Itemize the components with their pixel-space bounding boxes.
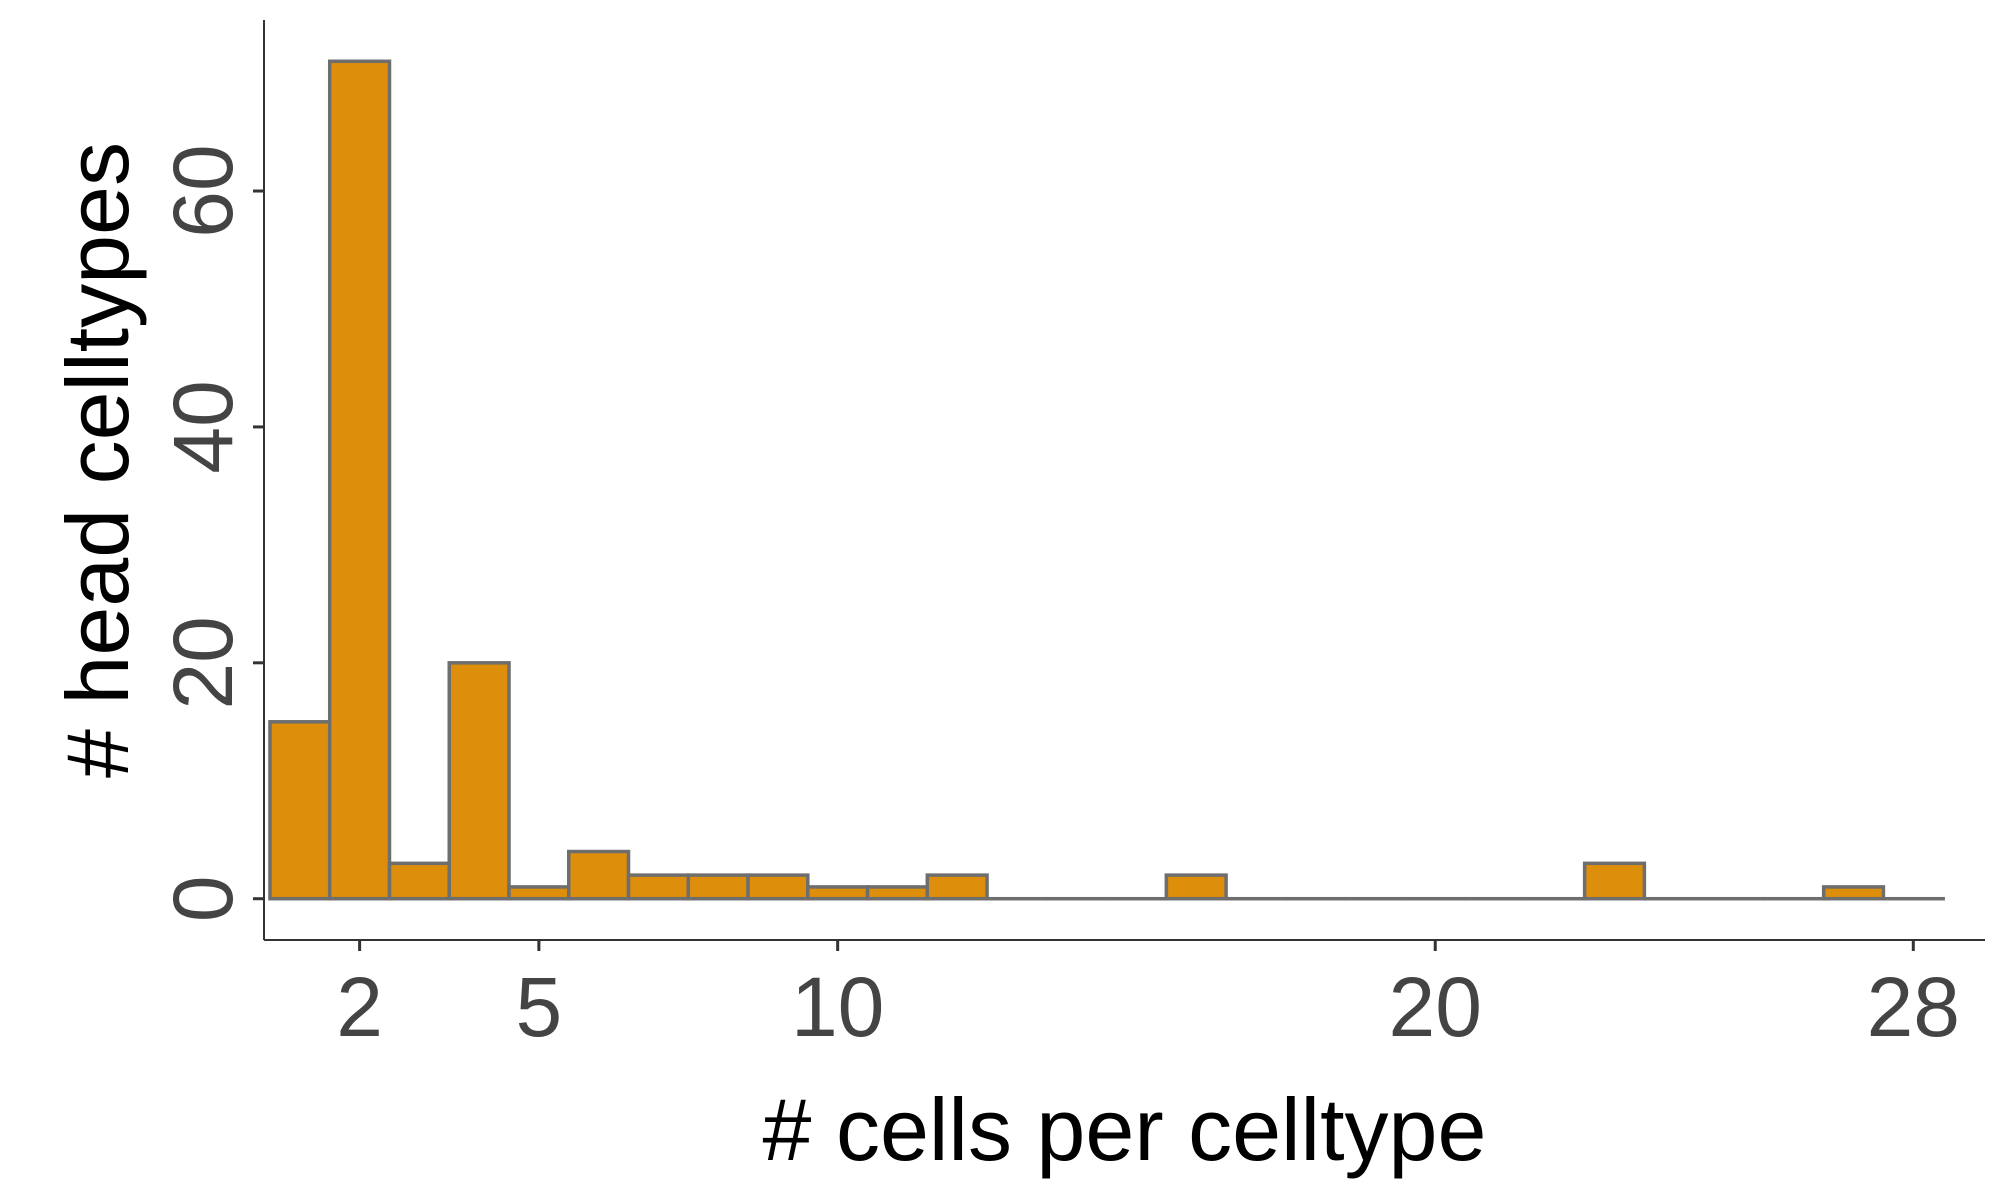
y-tick-label-0: 0 xyxy=(156,875,250,922)
bar-5 xyxy=(507,885,571,901)
axes-group xyxy=(263,20,1985,941)
bar-16 xyxy=(1164,873,1228,901)
y-tick-label-20: 20 xyxy=(156,616,250,709)
bar-7 xyxy=(626,873,691,901)
bar-9 xyxy=(746,873,810,901)
y-axis-title: # head celltypes xyxy=(48,142,147,778)
bar-27 xyxy=(1821,885,1886,901)
y-tick-label-40: 40 xyxy=(156,380,250,473)
bar-23 xyxy=(1582,861,1647,901)
bar-3 xyxy=(387,861,451,901)
x-tick-label-28: 28 xyxy=(1867,960,1960,1054)
x-tick-label-2: 2 xyxy=(336,960,383,1054)
bar-11 xyxy=(865,885,930,901)
bar-2 xyxy=(327,59,392,901)
x-tick-label-20: 20 xyxy=(1389,960,1482,1054)
x-ticks-group: 2 5 10 20 28 xyxy=(336,940,1960,1054)
bar-8 xyxy=(686,873,750,901)
y-ticks-group: 0 20 40 60 xyxy=(156,144,264,922)
bar-4 xyxy=(447,661,511,901)
x-tick-label-5: 5 xyxy=(516,960,563,1054)
bar-6 xyxy=(567,849,631,901)
bar-10 xyxy=(806,885,870,901)
bars-group xyxy=(268,59,1945,901)
bar-1 xyxy=(268,720,332,901)
bar-12 xyxy=(925,873,989,901)
x-tick-label-10: 10 xyxy=(791,960,884,1054)
y-tick-label-60: 60 xyxy=(156,144,250,237)
x-axis-title: # cells per celltype xyxy=(763,1080,1487,1179)
